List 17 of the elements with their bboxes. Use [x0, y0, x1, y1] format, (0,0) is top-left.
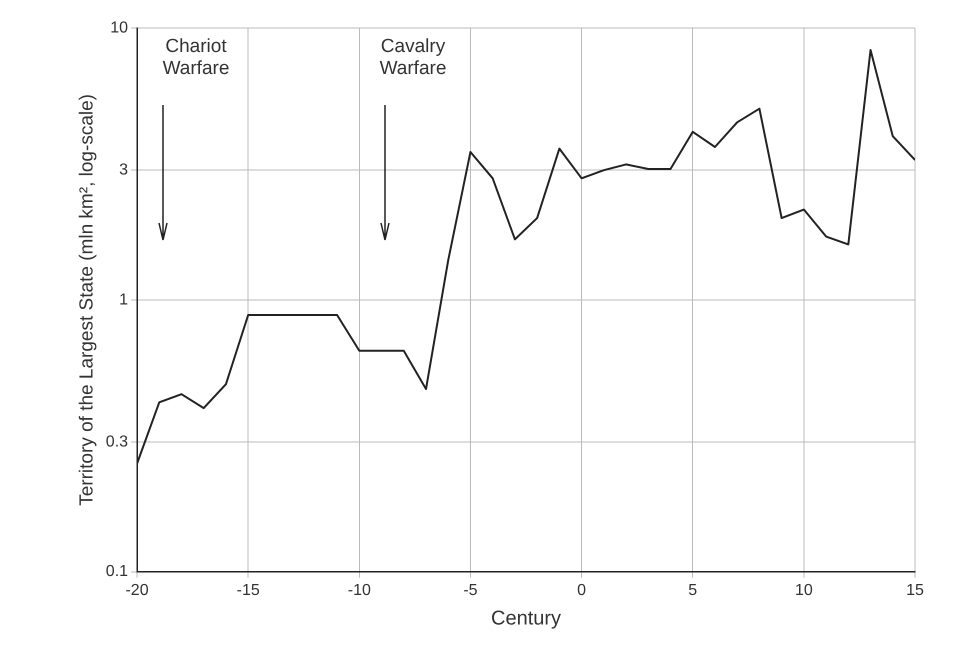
- x-tick-label: 5: [688, 582, 698, 599]
- x-axis-title: Century: [491, 608, 562, 630]
- y-tick-label: 1: [119, 291, 128, 308]
- y-tick-label: 3: [119, 162, 128, 179]
- x-tick-label: -15: [236, 582, 260, 599]
- x-tick-label: 0: [577, 582, 586, 599]
- annotation: Cavalry Warfare: [378, 36, 448, 80]
- y-tick-label: 10: [110, 19, 128, 36]
- annotation: Chariot Warfare: [162, 36, 230, 80]
- x-tick-label: 15: [906, 582, 924, 599]
- y-tick-label: 0.1: [106, 563, 128, 580]
- y-axis-title: Territory of the Largest State (mln km², log-scale): [76, 94, 98, 506]
- x-tick-label: 10: [794, 582, 813, 599]
- x-tick-label: -5: [463, 582, 478, 599]
- x-tick-label: -20: [125, 582, 149, 599]
- x-tick-label: -10: [348, 582, 371, 599]
- y-tick-label: 0.3: [106, 433, 128, 450]
